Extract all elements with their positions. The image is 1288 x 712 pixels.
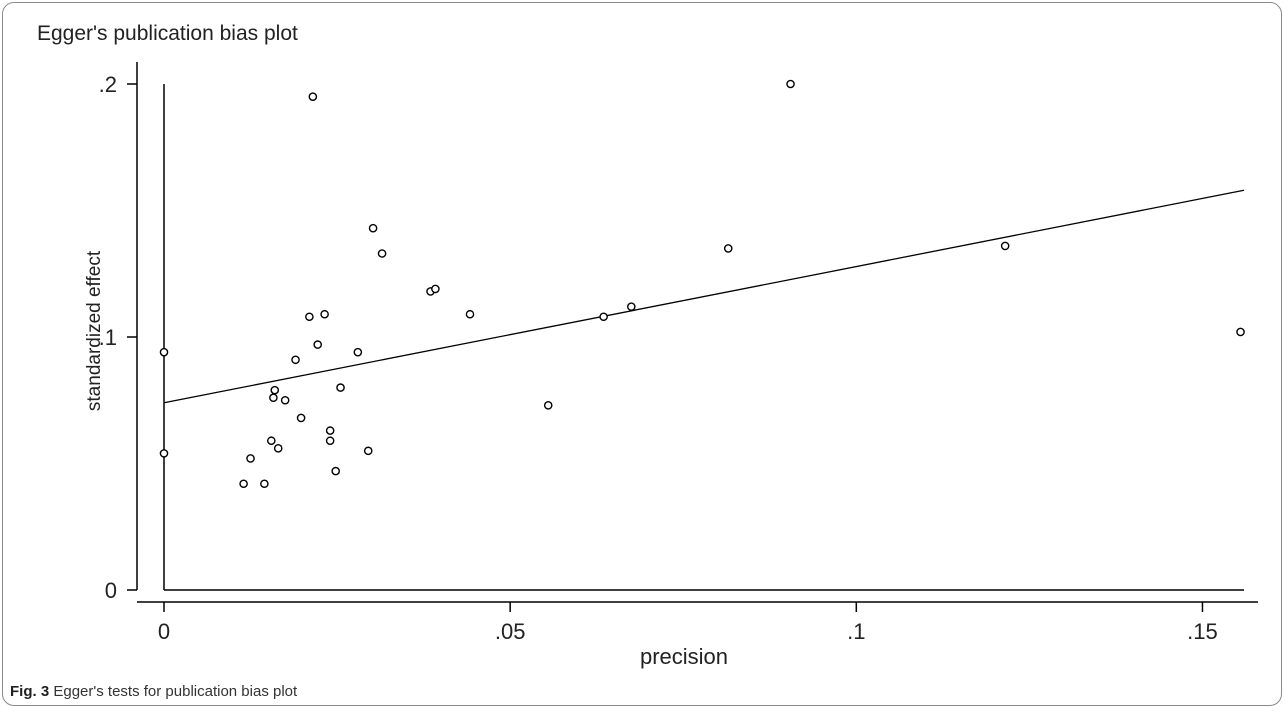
regression-fit-line: [163, 189, 1245, 404]
data-point: [270, 385, 280, 395]
data-points: [159, 79, 1245, 489]
data-point: [296, 413, 306, 423]
x-tick-label: 0: [158, 619, 170, 644]
data-point: [267, 436, 276, 446]
data-point: [246, 454, 255, 463]
data-point: [159, 449, 169, 458]
data-point: [313, 340, 322, 349]
data-point: [465, 309, 475, 319]
data-point: [368, 223, 378, 233]
y-tick-label: .1: [99, 325, 117, 350]
data-point: [786, 79, 795, 89]
data-point: [543, 401, 553, 410]
data-point: [363, 446, 373, 456]
data-point: [280, 395, 290, 405]
data-point: [1236, 327, 1245, 337]
data-point: [159, 347, 169, 357]
data-point: [1000, 241, 1010, 251]
y-tick-label: 0: [105, 578, 117, 603]
x-tick-label: .15: [1187, 619, 1218, 644]
data-point: [273, 444, 283, 453]
data-point: [353, 347, 363, 357]
caption-label: Fig. 3: [10, 683, 50, 700]
figure-caption: Fig. 3 Egger's tests for publication bia…: [10, 683, 297, 700]
data-point: [325, 426, 335, 435]
x-axis-label: precision: [640, 644, 728, 669]
data-point: [599, 312, 608, 322]
data-point: [260, 479, 269, 489]
plot-axes: [136, 62, 1258, 603]
data-point: [305, 312, 314, 322]
data-point: [723, 244, 733, 253]
data-point: [239, 479, 248, 489]
data-point: [331, 466, 340, 476]
data-point: [325, 436, 335, 446]
axis-ticks: 0 .05 .1 .15 0 .1 .2: [99, 72, 1218, 644]
data-point: [377, 249, 387, 258]
x-tick-label: .05: [495, 619, 526, 644]
data-point: [308, 92, 318, 101]
fit-line-group: [163, 189, 1245, 404]
data-point: [627, 302, 636, 311]
caption-text: Egger's tests for publication bias plot: [53, 683, 298, 700]
y-tick-label: .2: [99, 72, 117, 97]
data-point: [336, 383, 345, 392]
data-point: [291, 355, 300, 365]
data-point: [431, 284, 440, 294]
y-axis-label: standardized effect: [84, 250, 105, 411]
data-point: [269, 393, 278, 403]
x-tick-label: .1: [847, 619, 865, 644]
chart-title: Egger's publication bias plot: [37, 22, 298, 45]
data-point: [320, 309, 329, 319]
